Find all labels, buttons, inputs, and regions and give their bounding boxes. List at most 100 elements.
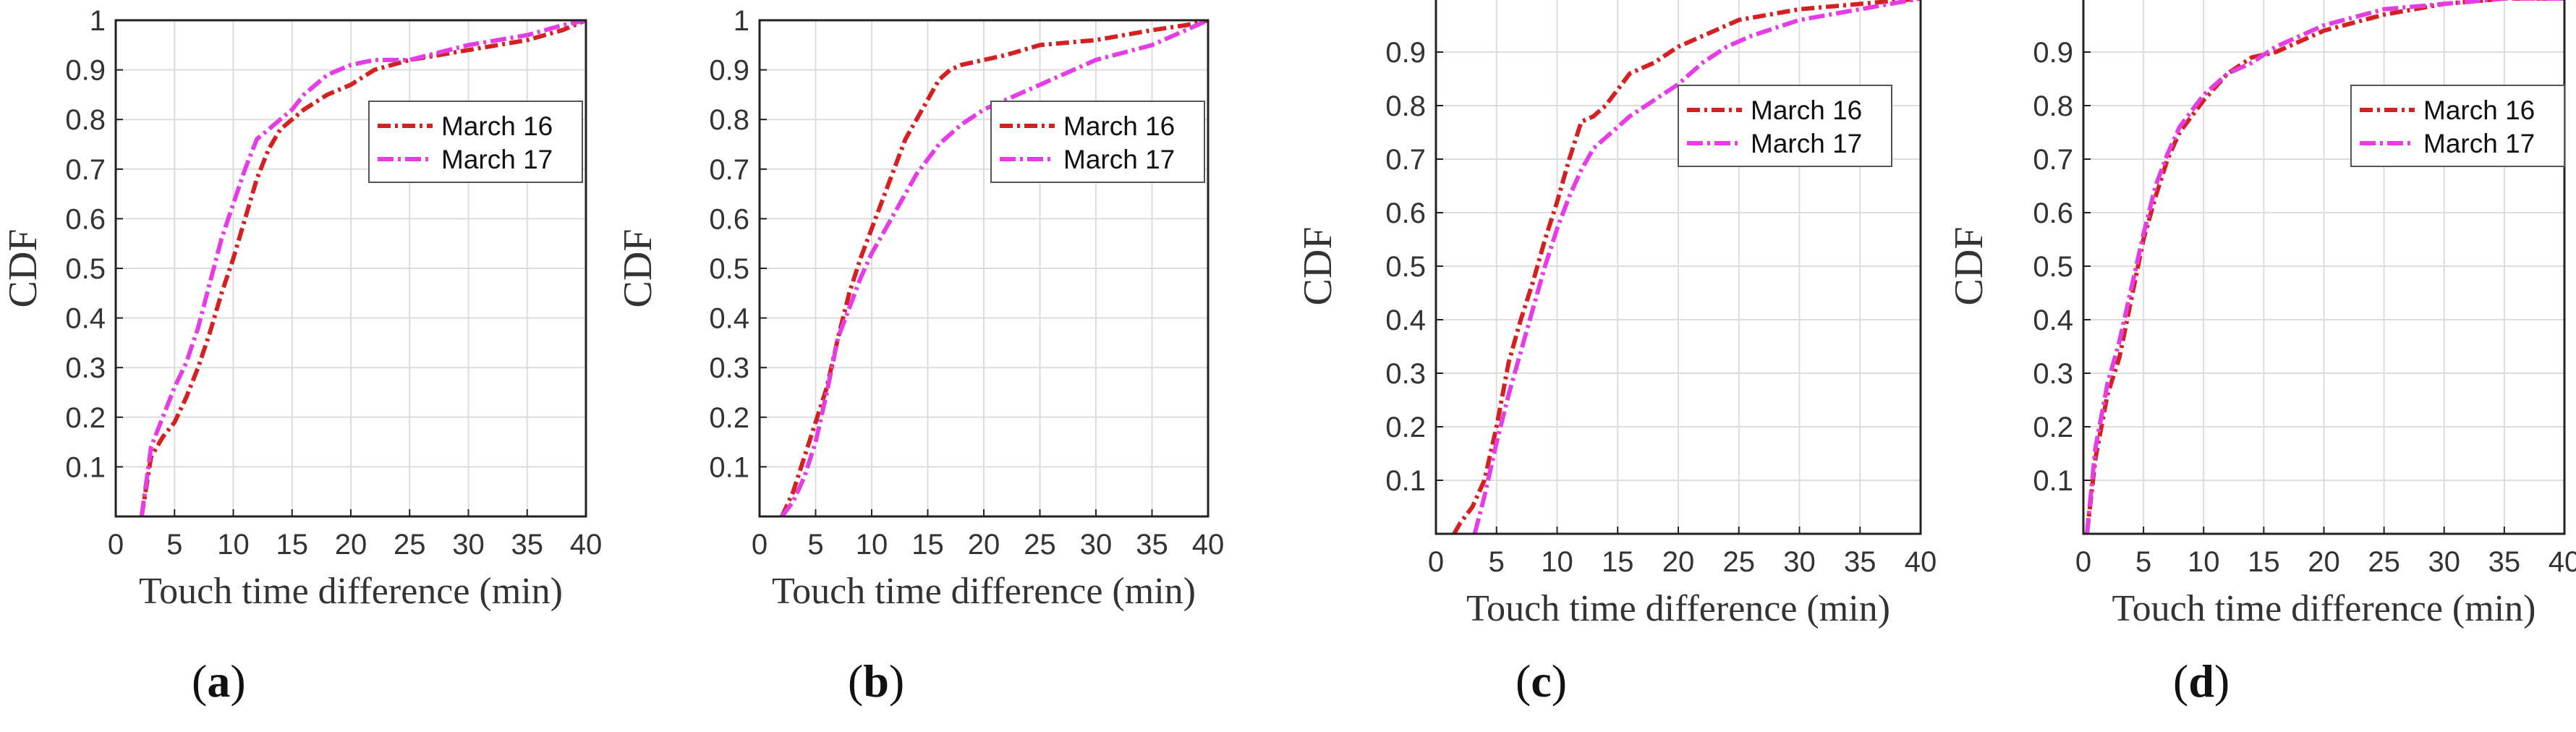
series-group	[780, 20, 1208, 516]
y-tick-label: 0.2	[709, 402, 749, 434]
grid-lines	[116, 20, 586, 516]
series-group	[1452, 0, 1921, 534]
x-tick-label: 40	[1905, 546, 1937, 578]
legend-label-march17: March 17	[2423, 129, 2535, 158]
y-tick-label: 0.2	[1385, 412, 1426, 443]
legend-label-march16: March 16	[2423, 95, 2535, 125]
y-tick-label: 0.9	[709, 55, 749, 87]
y-tick-label: 0.5	[709, 253, 749, 285]
y-tick-label: 0.3	[2033, 358, 2073, 390]
legend: March 16 March 17	[368, 101, 583, 183]
series-line-march16	[1452, 0, 1921, 534]
x-tick-label: 35	[1844, 546, 1876, 578]
y-tick-label: 0.4	[2033, 305, 2073, 336]
y-tick-label: 0.8	[2033, 90, 2073, 122]
x-tick-label: 30	[2428, 546, 2461, 578]
x-tick-label: 0	[108, 529, 124, 561]
panel-caption-b: (b)	[848, 655, 905, 707]
y-tick-label: 0.9	[2033, 37, 2073, 69]
x-tick-label: 5	[807, 529, 823, 561]
x-tick-label: 25	[1024, 529, 1056, 561]
x-tick-label: 15	[1602, 546, 1634, 578]
legend-box	[1678, 85, 1892, 167]
grid-lines	[760, 20, 1208, 516]
y-axis-label: CDF	[1947, 227, 1991, 306]
chart-panel-d: 0 5 10 15 20 25 30 35 40 0.1 0.2 0.3 0.4 0.5 0.6 0.7 0.8…	[1947, 0, 2576, 629]
x-tick-label: 5	[166, 529, 182, 561]
x-tick-label: 0	[2075, 546, 2091, 578]
y-tick-label: 0.9	[65, 55, 106, 87]
chart-panel-b: 0 5 10 15 20 25 30 35 40 0.1 0.2 0.3 0.4 0.5 0.6 0.7 0.8…	[616, 5, 1224, 612]
x-tick-label: 5	[2135, 546, 2151, 578]
y-tick-label: 0.3	[709, 352, 749, 384]
x-tick-label: 0	[752, 529, 768, 561]
x-tick-label: 20	[2308, 546, 2340, 578]
x-tick-label: 30	[1783, 546, 1816, 578]
x-tick-label: 10	[217, 529, 250, 561]
x-axis-label: Touch time difference (min)	[139, 571, 563, 612]
legend-label-march17: March 17	[1751, 129, 1862, 158]
x-tick-label: 15	[911, 529, 944, 561]
panel-caption-a: (a)	[192, 655, 246, 707]
y-tick-label: 0.6	[709, 203, 749, 235]
y-tick-label: 0.7	[709, 154, 749, 186]
y-tick-label: 0.8	[709, 104, 749, 136]
y-tick-label: 1	[90, 5, 106, 37]
grid-lines	[2083, 0, 2564, 534]
series-line-march17	[2085, 0, 2564, 534]
x-axis-label: Touch time difference (min)	[2112, 588, 2536, 629]
y-tick-label: 0.5	[2033, 251, 2073, 283]
panel-caption-c: (c)	[1516, 655, 1568, 707]
series-line-march17	[139, 20, 586, 516]
x-tick-label: 40	[2549, 546, 2576, 578]
y-tick-label: 0.4	[709, 303, 749, 335]
legend: March 16 March 17	[1678, 85, 1892, 167]
y-tick-label: 0.3	[65, 352, 106, 384]
chart-panel-a: 0 5 10 15 20 25 30 35 40 0.1 0.2 0.3 0.4 0.5 0.6 0.7 0.8…	[1, 5, 602, 612]
x-tick-label: 30	[1080, 529, 1113, 561]
y-tick-label: 0.7	[2033, 144, 2073, 176]
legend-label-march16: March 16	[1751, 95, 1862, 125]
y-tick-label: 0.8	[65, 104, 106, 136]
y-tick-label: 0.6	[65, 203, 106, 235]
legend-box	[990, 101, 1205, 183]
y-tick-label: 0.7	[1385, 144, 1426, 176]
legend-label-march16: March 16	[1063, 111, 1175, 141]
x-tick-label: 25	[2368, 546, 2400, 578]
x-tick-label: 40	[1192, 529, 1225, 561]
legend-label-march16: March 16	[441, 111, 553, 141]
y-tick-label: 1	[734, 5, 749, 37]
x-tick-label: 20	[335, 529, 367, 561]
x-tick-label: 35	[1136, 529, 1168, 561]
y-tick-label: 0.9	[1385, 37, 1426, 69]
x-tick-label: 30	[452, 529, 485, 561]
chart-panel-c: 0 5 10 15 20 25 30 35 40 0.1 0.2 0.3 0.4 0.5 0.6 0.7 0.8…	[1296, 0, 1937, 629]
x-tick-label: 10	[1541, 546, 1573, 578]
y-tick-label: 0.1	[709, 451, 749, 483]
x-tick-label: 10	[856, 529, 888, 561]
legend-label-march17: March 17	[1063, 145, 1175, 174]
x-tick-label: 20	[1662, 546, 1695, 578]
x-tick-label: 0	[1428, 546, 1444, 578]
x-tick-label: 5	[1489, 546, 1505, 578]
y-tick-label: 0.6	[2033, 197, 2073, 229]
x-tick-label: 35	[511, 529, 544, 561]
x-tick-label: 25	[1723, 546, 1756, 578]
legend: March 16 March 17	[990, 101, 1205, 183]
legend-label-march17: March 17	[441, 145, 553, 174]
y-tick-label: 0.1	[65, 451, 106, 483]
y-tick-label: 0.4	[1385, 305, 1426, 336]
panel-caption-d: (d)	[2173, 655, 2230, 707]
series-line-march17	[1472, 0, 1921, 534]
y-tick-label: 0.2	[2033, 412, 2073, 443]
y-tick-label: 0.8	[1385, 90, 1426, 122]
legend-box	[2350, 85, 2565, 167]
x-axis-label: Touch time difference (min)	[772, 571, 1196, 612]
legend: March 16 March 17	[2350, 85, 2565, 167]
x-tick-label: 10	[2188, 546, 2220, 578]
x-tick-label: 15	[2248, 546, 2280, 578]
y-tick-label: 0.5	[1385, 251, 1426, 283]
y-tick-label: 0.2	[65, 402, 106, 434]
y-tick-label: 0.5	[65, 253, 106, 285]
